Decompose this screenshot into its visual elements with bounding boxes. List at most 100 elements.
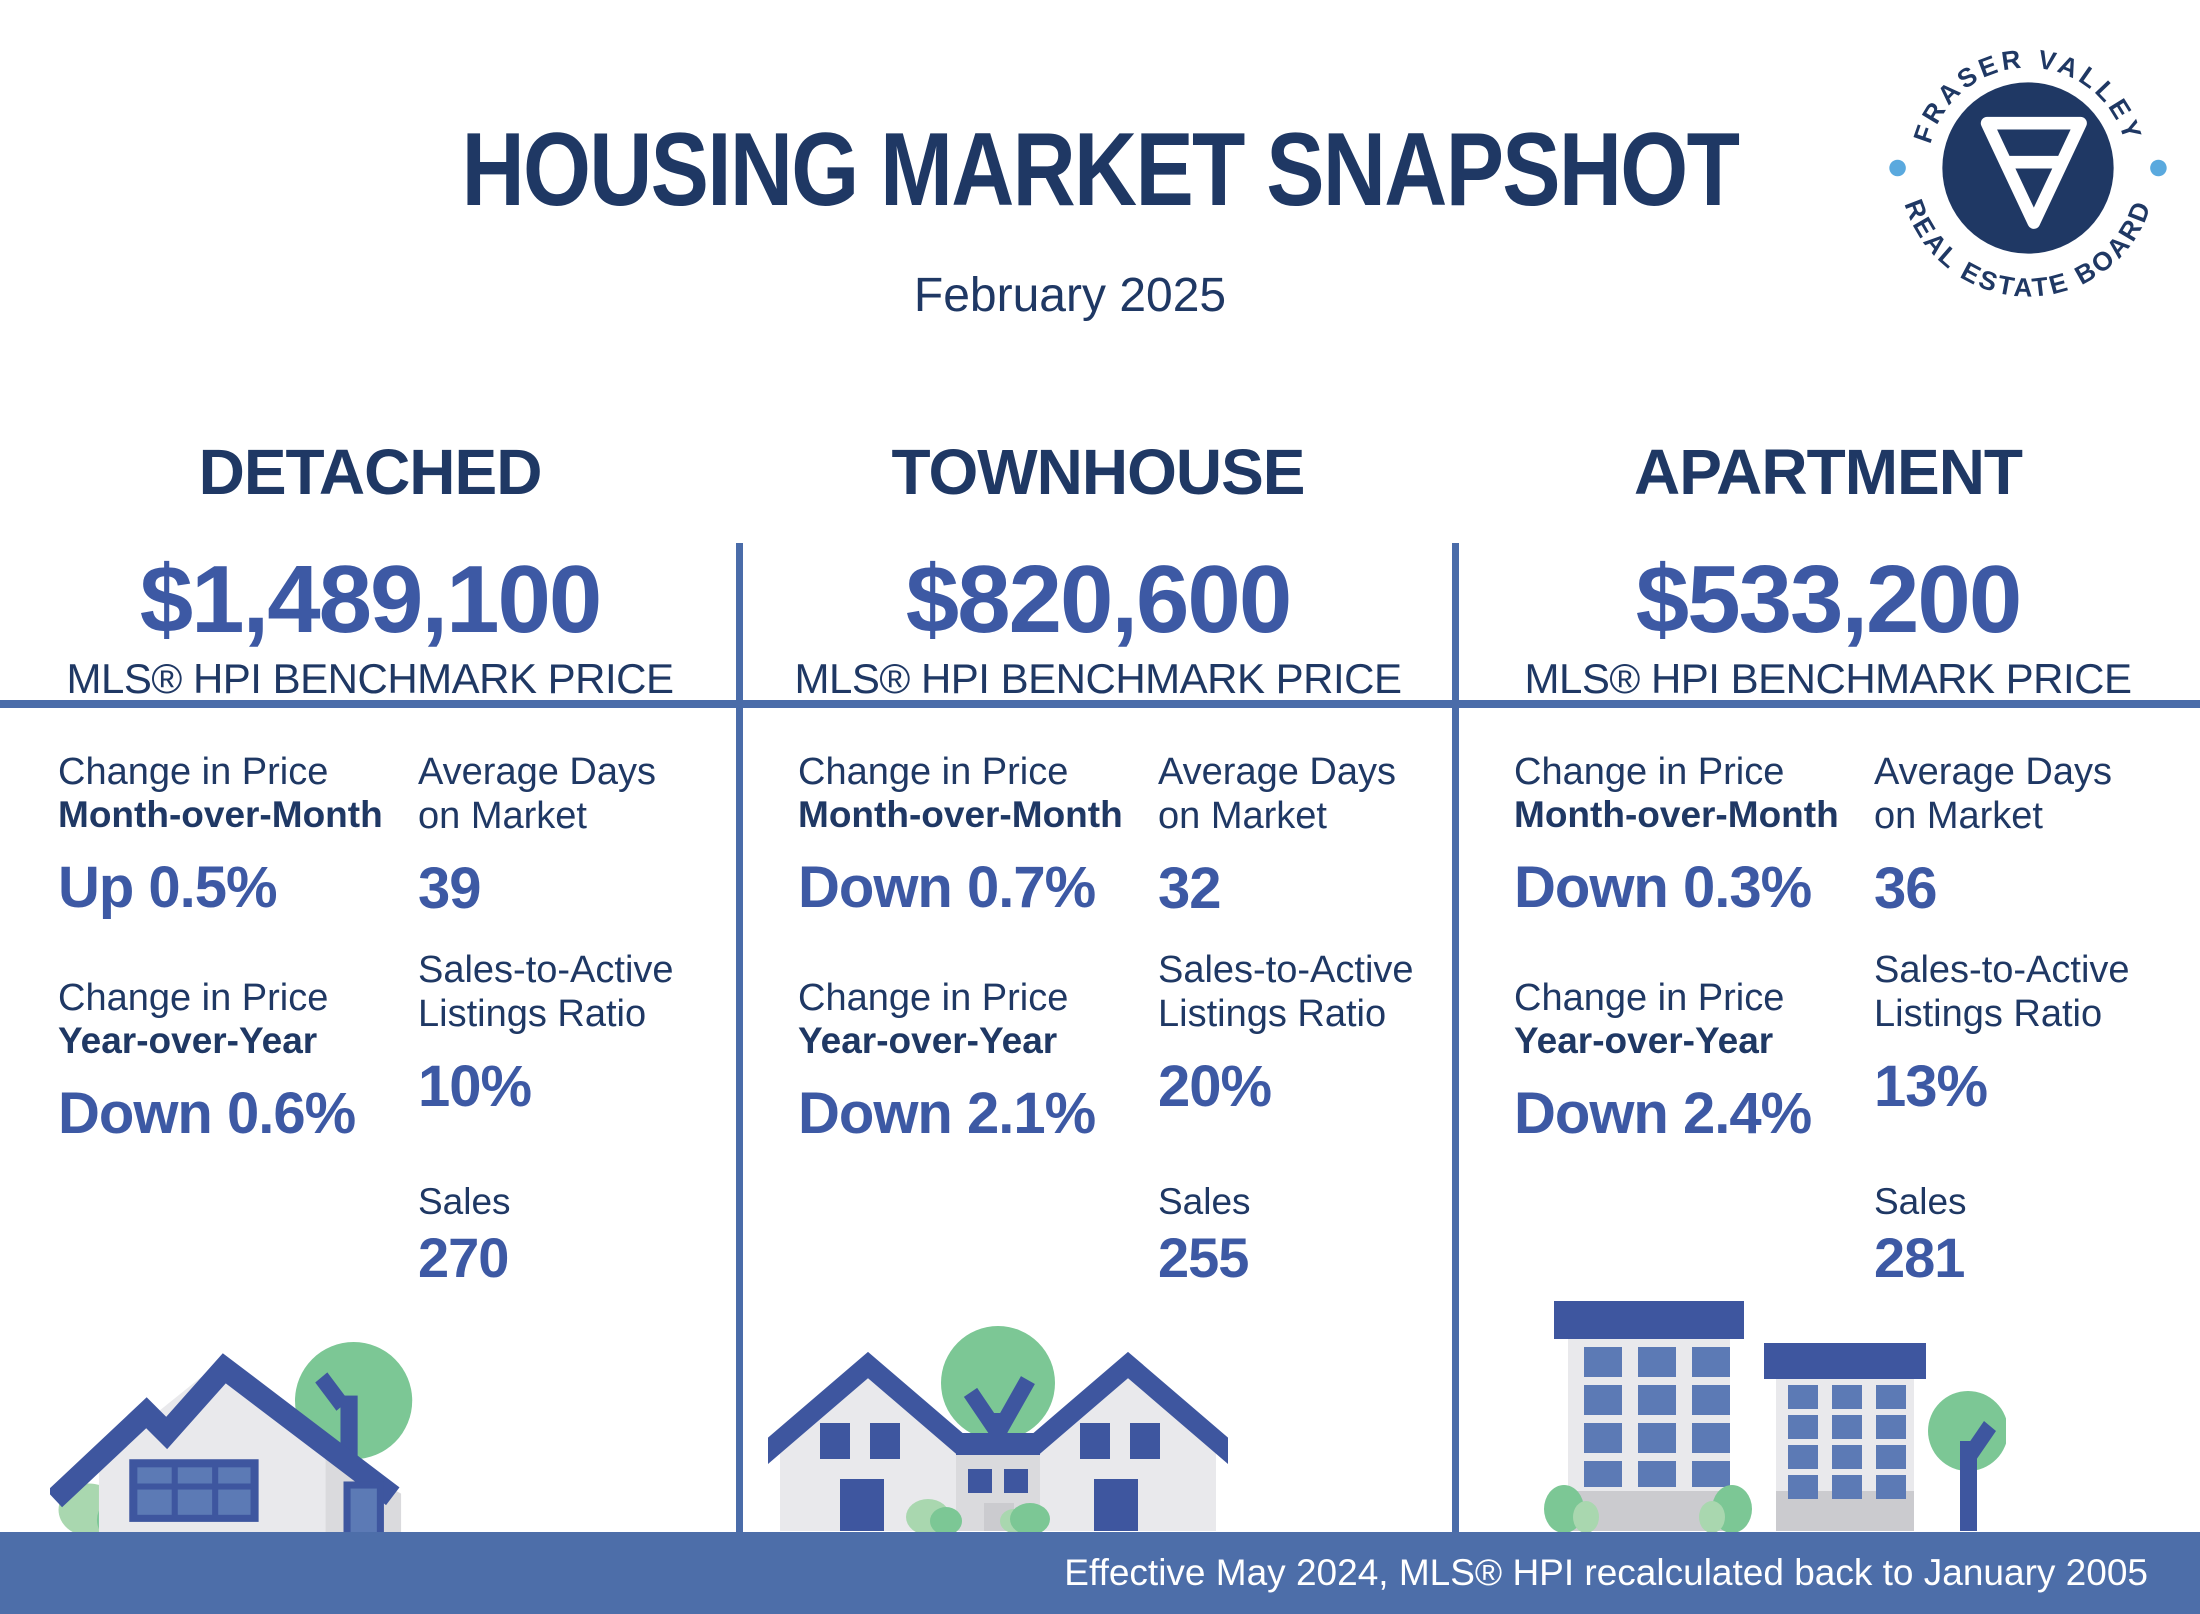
left-building-roof-icon [1554, 1301, 1744, 1339]
page-title-text: HOUSING MARKET SNAPSHOT [461, 112, 1740, 228]
column-townhouse: TOWNHOUSE $820,600 MLS® HPI BENCHMARK PR… [740, 440, 1456, 1532]
benchmark-price: $533,200 [1635, 546, 2022, 653]
center-window [1004, 1469, 1028, 1493]
house-window-panes [137, 1467, 251, 1515]
stat-label: Sales [1874, 1181, 1967, 1223]
stat-sublabel: Year-over-Year [798, 1020, 1058, 1062]
center-flat-roof-icon [956, 1433, 1040, 1455]
stat-change-mom: Change in Price Month-over-Month Up 0.5% [58, 750, 418, 918]
stat-label: Change in Price [798, 751, 1069, 793]
stat-sublabel: Month-over-Month [1514, 794, 1839, 836]
stat-sublabel: Year-over-Year [1514, 1020, 1774, 1062]
stat-change-mom: Change in Price Month-over-Month Down 0.… [1514, 750, 1874, 918]
logo-right-dot [2150, 159, 2167, 177]
left-house-roof-icon [768, 1351, 989, 1471]
footer-note: Effective May 2024, MLS® HPI recalculate… [1064, 1552, 2148, 1593]
stat-value: 13% [1874, 1054, 1988, 1120]
benchmark-price: $820,600 [905, 546, 1292, 653]
stat-value: 20% [1158, 1054, 1272, 1120]
column-apartment: APARTMENT $533,200 MLS® HPI BENCHMARK PR… [1456, 440, 2200, 1532]
stat-sublabel: on Market [1158, 795, 1327, 838]
bush-icon [1699, 1501, 1725, 1532]
stat-days-on-market: Average Days on Market 39 [418, 750, 730, 918]
benchmark-price-label: MLS® HPI BENCHMARK PRICE [794, 655, 1402, 702]
column-detached: DETACHED $1,489,100 MLS® HPI BENCHMARK P… [0, 440, 740, 1532]
detached-house-illustration [50, 1342, 413, 1532]
townhouse-illustration [768, 1326, 1228, 1532]
apartment-buildings-illustration [1544, 1301, 2006, 1532]
stat-sublabel: Year-over-Year [58, 1020, 318, 1062]
footer-bar: Effective May 2024, MLS® HPI recalculate… [0, 1532, 2200, 1614]
stat-value: Down 0.3% [1514, 854, 1812, 920]
right-house-door-icon [1094, 1479, 1138, 1531]
right-house-window [1080, 1423, 1110, 1459]
page-subtitle: February 2025 [913, 269, 1227, 322]
house-door-panel [350, 1488, 377, 1532]
bush-icon [1010, 1503, 1050, 1532]
column-title: DETACHED [198, 436, 543, 508]
stat-sales-to-active-ratio: Sales-to-Active Listings Ratio 13% [1874, 948, 2190, 1143]
stat-value: 255 [1158, 1226, 1249, 1290]
stat-label: Change in Price [1514, 751, 1785, 793]
right-building-windows [1788, 1385, 1906, 1499]
right-house-window [1130, 1423, 1160, 1459]
stat-days-on-market: Average Days on Market 32 [1158, 750, 1446, 918]
column-title: APARTMENT [1634, 436, 2023, 508]
stat-change-yoy: Change in Price Year-over-Year Down 0.6% [58, 976, 418, 1143]
stat-label: Change in Price [1514, 977, 1785, 1020]
stat-value: 32 [1158, 856, 1222, 922]
fraser-valley-real-estate-board-logo: FRASER VALLEY REAL ESTATE BOARD [1889, 43, 2167, 303]
stat-value: Down 2.1% [798, 1081, 1096, 1147]
stats-grid: Change in Price Month-over-Month Down 0.… [740, 750, 1456, 1286]
stat-sublabel: on Market [418, 795, 587, 838]
stat-value: Down 0.6% [58, 1081, 356, 1147]
benchmark-price: $1,489,100 [139, 546, 602, 653]
stat-label: Sales-to-Active [1158, 949, 1414, 992]
stat-sales: Sales 255 [1158, 1181, 1446, 1286]
stat-sales: Sales 270 [418, 1181, 730, 1286]
stat-sublabel: on Market [1874, 795, 2043, 838]
stats-grid: Change in Price Month-over-Month Down 0.… [1456, 750, 2200, 1286]
bush-icon [1573, 1501, 1599, 1532]
stat-sublabel: Month-over-Month [798, 794, 1123, 836]
logo-fv-monogram-icon [1980, 116, 2087, 229]
stat-label: Average Days [418, 751, 656, 793]
center-window [968, 1469, 992, 1493]
stat-sales-to-active-ratio: Sales-to-Active Listings Ratio 10% [418, 948, 730, 1143]
stat-sales: Sales 281 [1874, 1181, 2190, 1286]
left-house-window [820, 1423, 850, 1459]
benchmark-price-label: MLS® HPI BENCHMARK PRICE [66, 655, 674, 702]
tree-icon [1928, 1391, 2006, 1471]
stat-change-mom: Change in Price Month-over-Month Down 0.… [798, 750, 1158, 918]
stat-value: 270 [418, 1226, 509, 1290]
logo-left-dot [1889, 159, 1906, 177]
stat-value: 281 [1874, 1226, 1965, 1290]
stat-label: Average Days [1158, 751, 1396, 793]
stat-label: Sales-to-Active [418, 949, 674, 992]
stat-value: 10% [418, 1054, 532, 1120]
stat-sales-to-active-ratio: Sales-to-Active Listings Ratio 20% [1158, 948, 1446, 1143]
house-roof-icon [50, 1353, 400, 1508]
left-house-window [870, 1423, 900, 1459]
stat-change-yoy: Change in Price Year-over-Year Down 2.1% [798, 976, 1158, 1143]
stat-value: Up 0.5% [58, 854, 278, 920]
stat-label: Sales [418, 1181, 511, 1223]
tree-icon [941, 1326, 1055, 1440]
stat-value: 39 [418, 856, 482, 922]
left-house-door-icon [840, 1479, 884, 1531]
stat-value: Down 2.4% [1514, 1081, 1812, 1147]
left-building-windows [1584, 1347, 1730, 1487]
stat-sublabel: Month-over-Month [58, 794, 383, 836]
right-building-roof-icon [1764, 1343, 1926, 1379]
stat-sublabel: Listings Ratio [418, 993, 647, 1036]
stat-value: 36 [1874, 856, 1938, 922]
column-divider-right [1452, 543, 1459, 1532]
stat-sublabel: Listings Ratio [1158, 993, 1387, 1036]
stat-value: Down 0.7% [798, 854, 1096, 920]
stat-sublabel: Listings Ratio [1874, 993, 2103, 1036]
stat-change-yoy: Change in Price Year-over-Year Down 2.4% [1514, 976, 1874, 1143]
tree-branch-icon [315, 1372, 349, 1411]
right-house-roof-icon [1007, 1351, 1228, 1471]
stat-label: Sales-to-Active [1874, 949, 2130, 992]
